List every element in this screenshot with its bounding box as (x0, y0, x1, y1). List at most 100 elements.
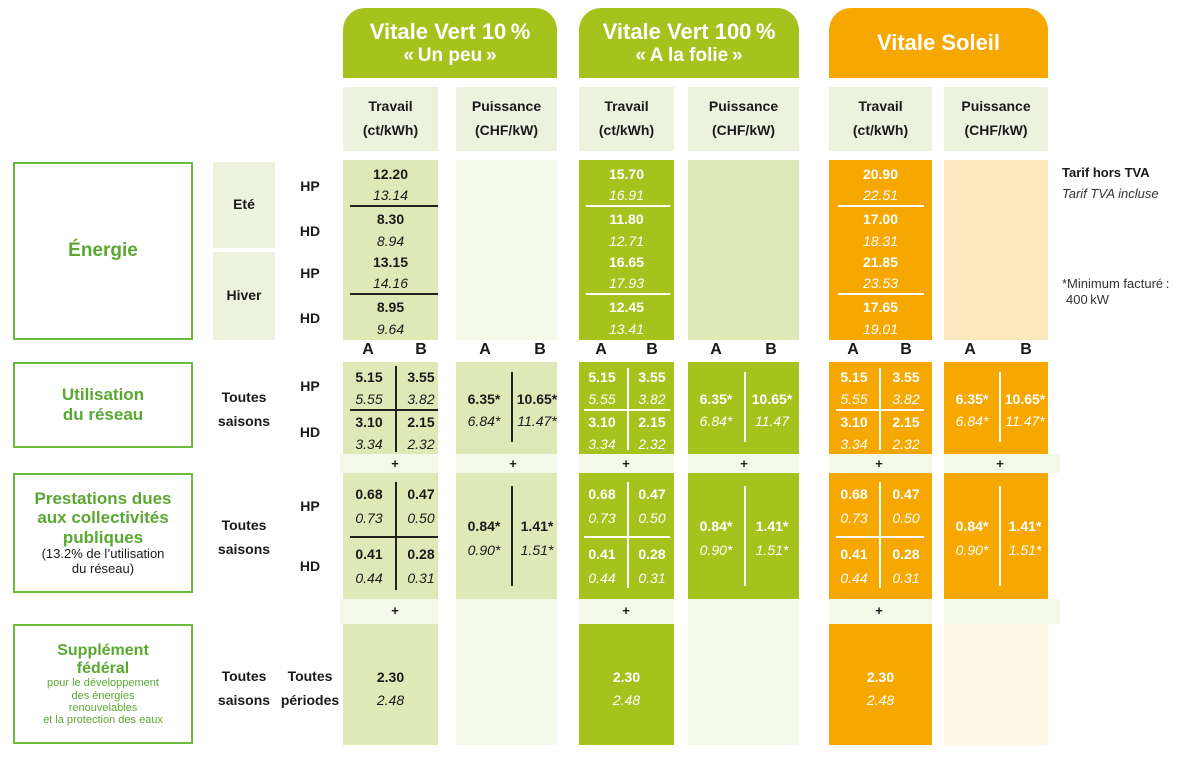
energy-hiver-hp: 16.65 (608, 254, 645, 270)
prest-puissance-b: 1.41* (520, 518, 554, 534)
subheader-unit: (CHF/kW) (712, 122, 775, 138)
energy-hiver-hd: 17.65 (862, 299, 899, 315)
reseau-hd-a: 3.10 (588, 414, 616, 430)
reseau-puissance-a-tva: 6.84* (699, 413, 733, 429)
reseau-hd-a-tva: 3.34 (840, 436, 868, 452)
subheader-label: Travail (858, 98, 903, 115)
toutes-label: Toutes (221, 517, 267, 533)
header-vert10-title: Vitale Vert 10 % (369, 19, 531, 45)
subheader-puissance-1: Puissance (CHF/kW) (456, 87, 557, 151)
prest-puissance-a: 0.84* (955, 518, 989, 534)
plus-sign: + (391, 603, 399, 618)
season-toutes-prest: Toutes saisons (208, 514, 280, 562)
hd-label: HD (299, 558, 321, 574)
prest-hp-b-tva: 0.50 (892, 510, 920, 526)
subheader-unit: (CHF/kW) (964, 122, 1028, 138)
prest-hd-b-tva: 0.31 (638, 570, 666, 586)
subheader-unit: (ct/kWh) (852, 122, 909, 138)
subheader-puissance-3: Puissance (CHF/kW) (944, 87, 1048, 151)
divider (744, 372, 746, 442)
subheader-label: Puissance (961, 98, 1031, 115)
prest-hd-b-tva: 0.31 (892, 570, 920, 586)
category-energie: Énergie (13, 162, 193, 340)
gap-1b (438, 160, 456, 750)
divider (350, 293, 438, 295)
supp-value: 2.30 (866, 669, 895, 685)
label-a: A (362, 341, 374, 358)
prest-hp-a: 0.68 (355, 486, 383, 502)
prest-puissance-b-tva: 1.51* (520, 542, 554, 558)
season-toutes-supp: Toutes saisons (208, 665, 280, 713)
prest-puissance-b-tva: 1.51* (755, 542, 789, 558)
reseau-hd-a-tva: 3.34 (588, 436, 616, 452)
subheader-label: Travail (368, 98, 413, 115)
reseau-hd-b: 2.15 (638, 414, 666, 430)
prest-puissance-a: 0.84* (699, 518, 733, 534)
subheader-unit: (CHF/kW) (475, 122, 538, 138)
energy-hiver-hd: 8.95 (376, 299, 405, 315)
plus-sign: + (391, 456, 399, 471)
plus-sign: + (740, 456, 748, 471)
reseau-hp-b: 3.55 (638, 369, 666, 385)
season-ete: Eté (213, 162, 275, 248)
col3-reseau-puissance-bg (944, 362, 1048, 454)
col1-travail-bg (343, 160, 438, 745)
energy-ete-hd: 8.30 (376, 211, 405, 227)
category-prest-note2: du réseau) (71, 561, 135, 577)
header-soleil-title: Vitale Soleil (876, 30, 1001, 56)
supp-value: 2.30 (612, 669, 641, 685)
supp-value-tva: 2.48 (376, 692, 405, 708)
subheader-label: Puissance (471, 98, 542, 115)
bottom-white (340, 745, 1060, 765)
reseau-hp-b: 3.55 (407, 369, 435, 385)
label-b: B (646, 341, 658, 358)
col2-prest-puissance-bg (688, 473, 799, 599)
plus-sign: + (509, 456, 517, 471)
divider (838, 293, 924, 295)
reseau-hp-b-tva: 3.82 (638, 391, 666, 407)
reseau-puissance-b: 10.65* (516, 391, 558, 407)
label-a: A (479, 341, 491, 358)
reseau-hd-b: 2.15 (892, 414, 920, 430)
reseau-puissance-b: 10.65* (1004, 391, 1046, 407)
reseau-hd-a: 3.10 (355, 414, 383, 430)
gap-2 (799, 160, 829, 750)
divider (395, 482, 397, 590)
energy-hiver-hp-tva: 17.93 (608, 275, 645, 291)
season-toutes-reseau: Toutes saisons (208, 386, 280, 434)
reseau-puissance-a: 6.35* (699, 391, 733, 407)
header-vert100-subtitle: « A la folie » (635, 44, 743, 66)
category-supp-note1: pour le développement (47, 677, 159, 690)
category-reseau-line2: du réseau (62, 405, 144, 424)
prest-hd-b: 0.28 (638, 546, 666, 562)
prest-hp-b: 0.47 (892, 486, 920, 502)
energy-ete-hp-tva: 22.51 (862, 187, 899, 203)
toutes-label: Toutes (221, 389, 267, 405)
note-minimum-line2: 400 kW (1066, 292, 1110, 308)
subheader-travail-2: Travail (ct/kWh) (579, 87, 674, 151)
label-b: B (900, 341, 912, 358)
subheader-puissance-2: Puissance (CHF/kW) (688, 87, 799, 151)
subheader-label: Travail (604, 98, 649, 115)
category-supp-line2: fédéral (76, 659, 130, 677)
divider (627, 482, 629, 588)
category-prest-line3: publiques (62, 527, 144, 547)
energy-hiver-hp: 21.85 (862, 254, 899, 270)
plus-sign: + (875, 603, 883, 618)
hp-label: HP (300, 498, 320, 514)
col3-prest-puissance-bg (944, 473, 1048, 599)
reseau-hd-b-tva: 2.32 (407, 436, 435, 452)
season-hiver: Hiver (213, 252, 275, 340)
prest-hd-a-tva: 0.44 (840, 570, 868, 586)
category-supp-note2: des énergies (71, 689, 135, 702)
reseau-puissance-b-tva: 11.47* (517, 413, 557, 429)
header-vert10: Vitale Vert 10 % « Un peu » (343, 8, 557, 78)
prest-hp-a: 0.68 (840, 486, 868, 502)
reseau-hp-a-tva: 5.55 (588, 391, 616, 407)
supp-value-tva: 2.48 (866, 692, 895, 708)
prest-hd-b: 0.28 (407, 546, 435, 562)
reseau-hp-a-tva: 5.55 (355, 391, 383, 407)
energy-ete-hd-tva: 8.94 (376, 233, 405, 249)
label-b: B (1020, 341, 1032, 358)
energy-ete-hp: 12.20 (372, 166, 409, 182)
